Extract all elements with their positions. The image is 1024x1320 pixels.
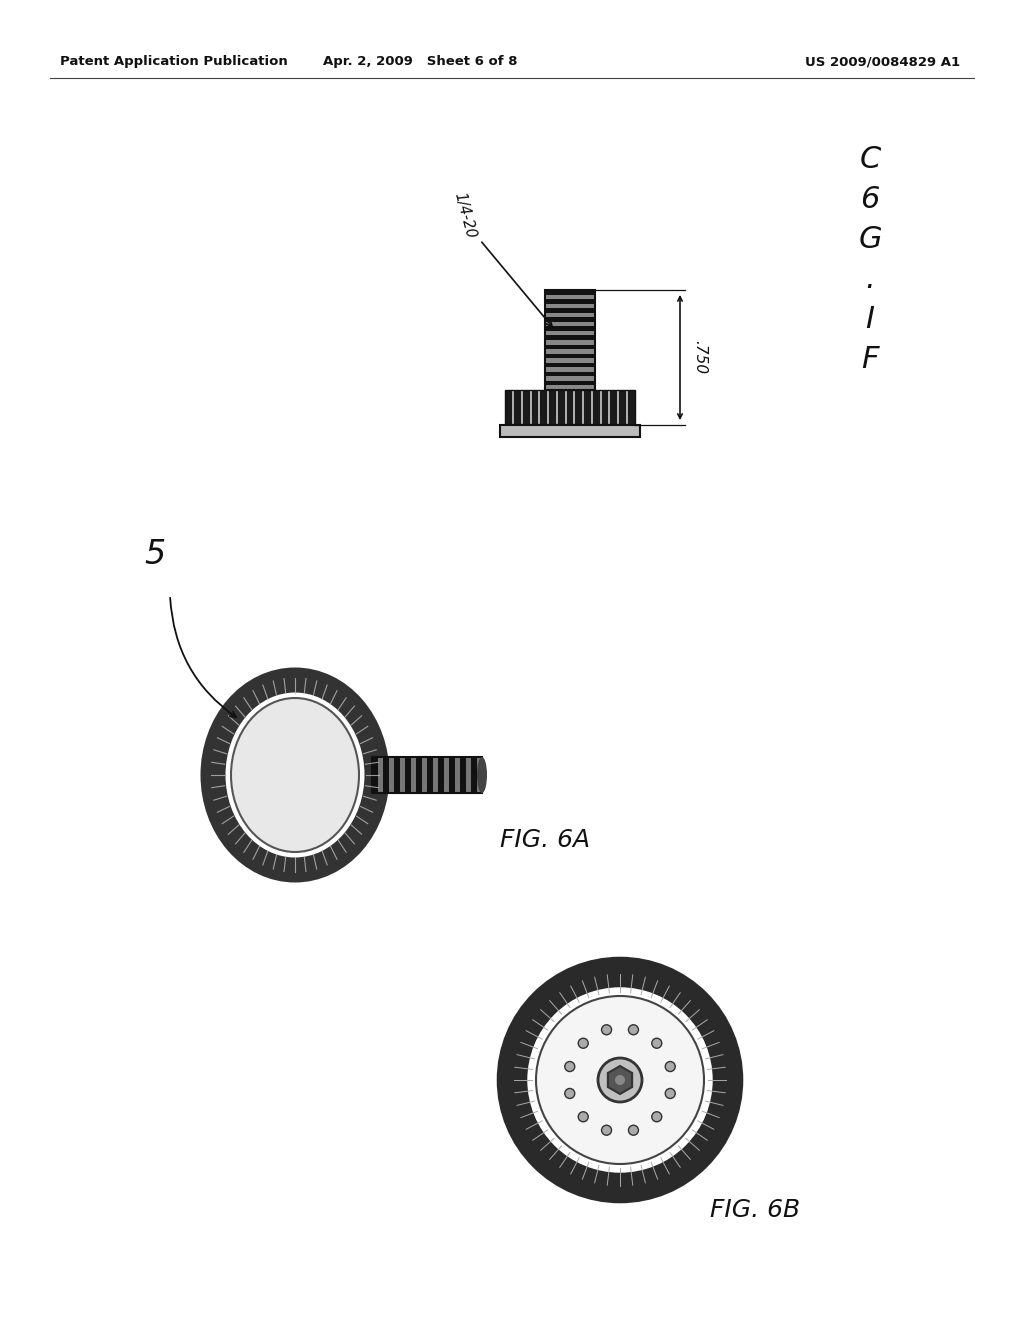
Text: .: . [865,265,874,294]
Bar [545,367,595,372]
Bar [545,290,595,389]
Bar [394,756,399,793]
Text: FIG. 6B: FIG. 6B [710,1199,800,1222]
Bar [545,331,595,335]
Bar [505,389,635,425]
Bar [427,756,432,793]
Circle shape [651,1039,662,1048]
Circle shape [579,1039,588,1048]
Bar [422,756,427,793]
Bar [399,756,406,793]
Circle shape [565,1089,574,1098]
Bar [406,756,411,793]
Bar [545,308,595,313]
Circle shape [565,1061,574,1072]
Bar [545,326,595,331]
Bar [545,341,595,345]
Circle shape [629,1125,638,1135]
Bar [471,756,476,793]
Text: G: G [858,226,882,255]
Bar [545,354,595,358]
Ellipse shape [231,698,359,851]
Text: F: F [861,346,879,375]
Circle shape [651,1111,662,1122]
Text: US 2009/0084829 A1: US 2009/0084829 A1 [805,55,961,69]
Circle shape [598,1059,642,1102]
Text: Apr. 2, 2009   Sheet 6 of 8: Apr. 2, 2009 Sheet 6 of 8 [323,55,517,69]
Bar [545,313,595,317]
Text: I: I [865,305,874,334]
Circle shape [601,1024,611,1035]
Bar [545,300,595,304]
Circle shape [579,1111,588,1122]
Bar [545,376,595,381]
Bar [383,756,388,793]
Text: 5: 5 [144,539,166,572]
Circle shape [666,1089,675,1098]
Bar [545,363,595,367]
Circle shape [615,1074,625,1085]
Bar [545,317,595,322]
Bar [545,290,595,294]
Bar [545,372,595,376]
Text: .750: .750 [692,341,707,375]
Ellipse shape [477,756,487,793]
Circle shape [666,1061,675,1072]
Bar [545,358,595,363]
Bar [411,756,416,793]
Circle shape [536,997,705,1164]
Bar [545,381,595,385]
Bar [432,756,438,793]
Bar [466,756,471,793]
Text: C: C [859,145,881,174]
Text: 6: 6 [860,186,880,214]
Polygon shape [608,1067,632,1094]
Bar [455,756,460,793]
Bar [443,756,449,793]
Bar [500,425,640,437]
Bar [545,345,595,348]
Circle shape [629,1024,638,1035]
Bar [545,304,595,308]
Bar [416,756,422,793]
Bar [545,335,595,341]
Bar [372,756,482,793]
Text: FIG. 6A: FIG. 6A [500,828,590,851]
Bar [476,756,482,793]
Bar [460,756,466,793]
Bar [545,385,595,389]
Bar [449,756,455,793]
Ellipse shape [213,680,377,870]
Bar [388,756,394,793]
Text: 1/4-20: 1/4-20 [452,190,478,240]
Bar [545,348,595,354]
Text: Patent Application Publication: Patent Application Publication [60,55,288,69]
Bar [378,756,383,793]
Circle shape [601,1125,611,1135]
Bar [438,756,443,793]
Bar [372,756,378,793]
Bar [545,294,595,300]
Bar [545,322,595,326]
Circle shape [512,972,728,1188]
